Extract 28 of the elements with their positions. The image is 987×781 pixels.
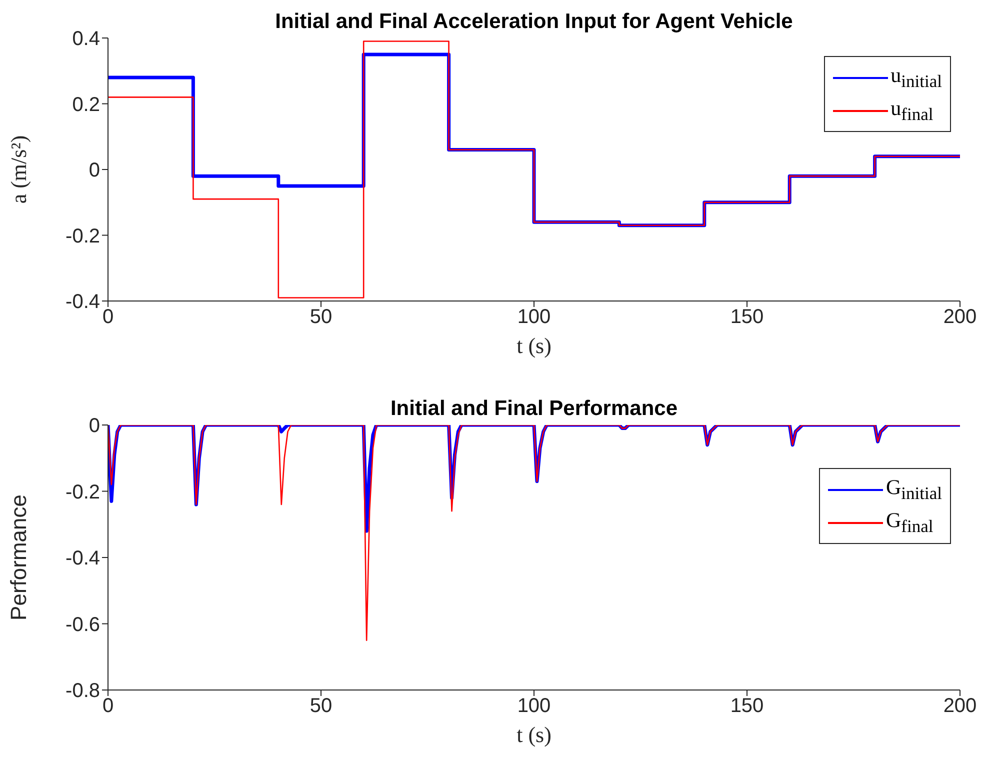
x-tick-label: 100 xyxy=(517,695,551,718)
y-axis-title: Performance xyxy=(6,494,31,620)
x-tick-label: 200 xyxy=(943,695,977,718)
legend-label: G$_{initial}$ xyxy=(886,475,942,504)
x-tick-label: 150 xyxy=(730,306,764,328)
y-axis-title: a (m/s²) xyxy=(6,135,31,204)
legend-label: u$_{initial}$ xyxy=(890,63,942,92)
chart-title: Initial and Final Acceleration Input for Agent Vehicle xyxy=(274,10,794,34)
y-tick-label: -0.2 xyxy=(66,225,100,248)
x-axis-title: t (s) xyxy=(516,333,552,358)
x-tick-label: 150 xyxy=(730,695,764,718)
y-tick-label: 0.2 xyxy=(72,94,100,116)
legend-label: u$_{final}$ xyxy=(890,96,934,126)
y-tick-label: 0.4 xyxy=(72,28,100,50)
x-tick-label: 50 xyxy=(310,306,332,328)
chart-title: Initial and Final Performance xyxy=(389,397,679,421)
y-tick-label: 0 xyxy=(88,160,100,182)
y-tick-label: 0 xyxy=(88,415,100,438)
x-tick-label: 200 xyxy=(943,306,977,328)
x-tick-label: 100 xyxy=(517,306,551,328)
x-axis-title: t (s) xyxy=(516,722,552,747)
y-tick-label: -0.2 xyxy=(66,481,100,504)
legend-label: G$_{final}$ xyxy=(886,508,934,538)
y-tick-label: -0.4 xyxy=(66,291,100,314)
y-tick-label: -0.6 xyxy=(66,614,100,636)
x-tick-label: 50 xyxy=(310,695,332,718)
y-tick-label: -0.8 xyxy=(66,680,100,702)
y-tick-label: -0.4 xyxy=(66,548,100,570)
